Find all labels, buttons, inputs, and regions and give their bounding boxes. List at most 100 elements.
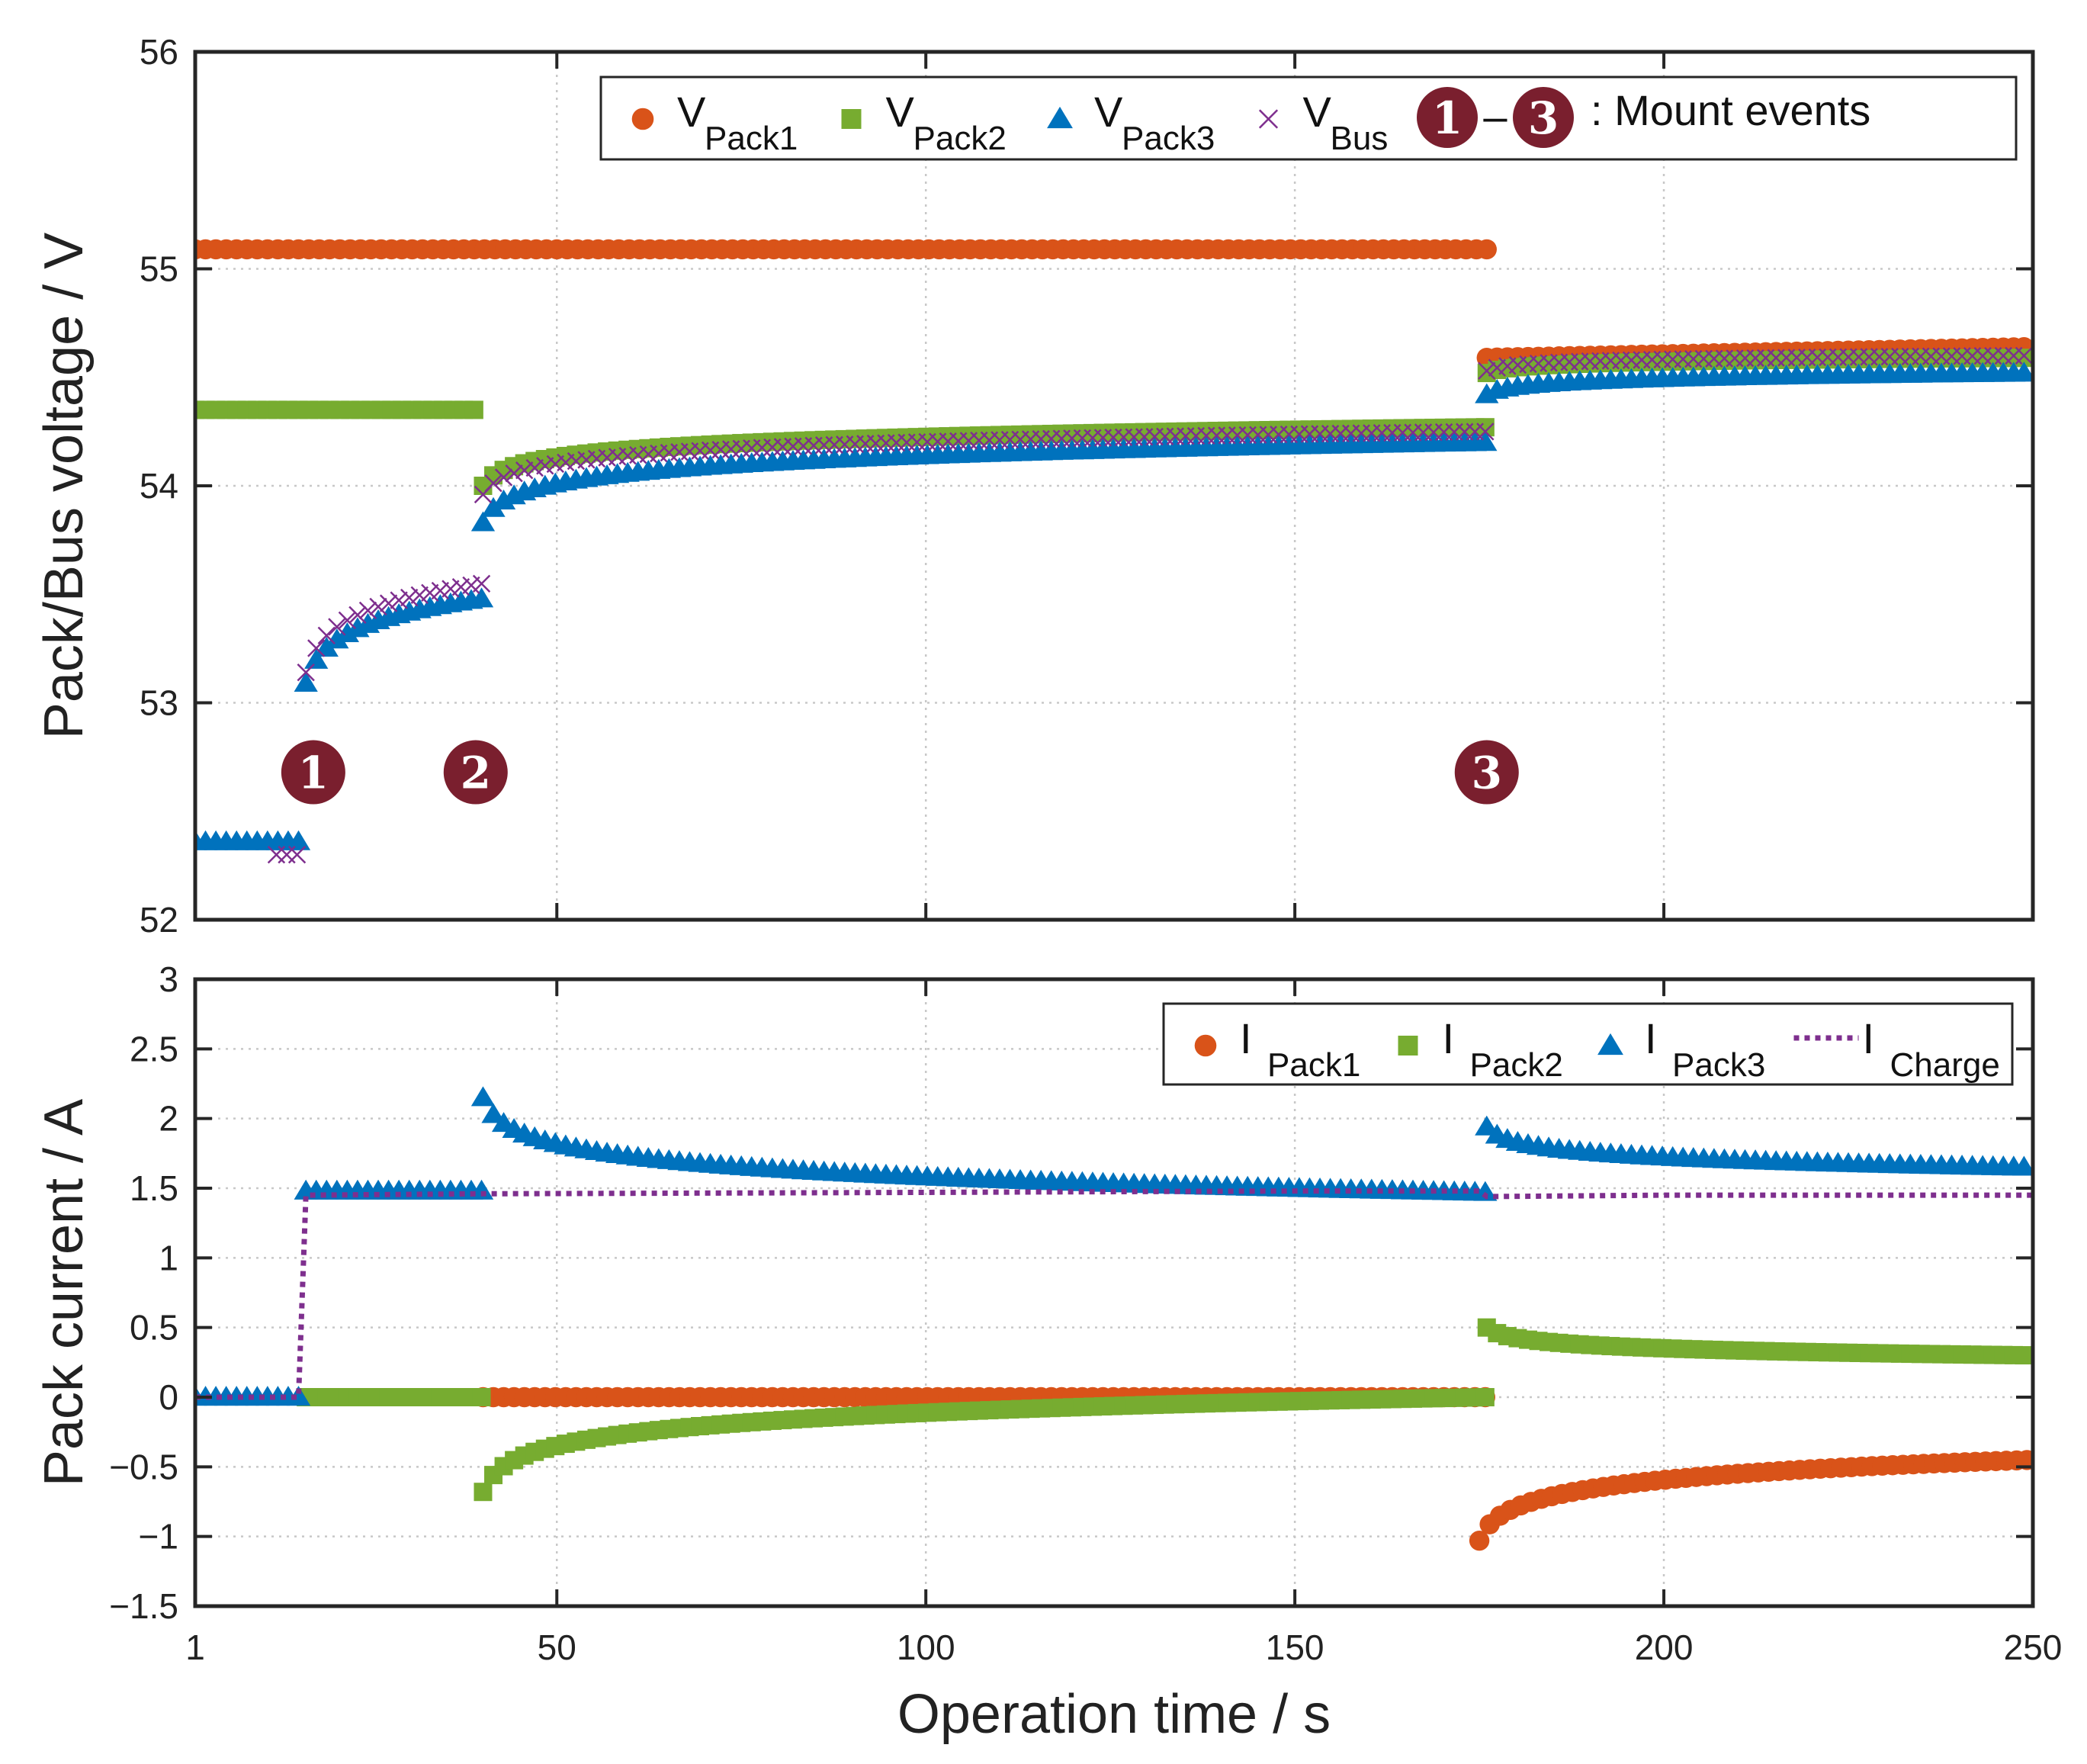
current-ytick-label: −0.5: [109, 1447, 178, 1486]
voltage-ytick-label: 54: [140, 466, 178, 506]
voltage-legend-pack2-swatch: [841, 109, 862, 129]
voltage-series-bus-point: [328, 618, 346, 636]
voltage-series-bus-point: [421, 583, 439, 602]
voltage-legend-bus-sub: Bus: [1331, 120, 1389, 157]
xtick-label: 200: [1635, 1627, 1694, 1667]
voltage-series-bus-point: [338, 611, 357, 629]
mount-event-1: 1: [281, 740, 345, 805]
voltage-ytick-label: 55: [140, 249, 178, 289]
voltage-series-bus-point: [400, 588, 419, 607]
current-legend-charge-sub: Charge: [1890, 1046, 2000, 1084]
voltage-series-pack1-point: [1476, 239, 1497, 260]
legend-event-label: 3: [1528, 92, 1559, 144]
current-legend-pack1-label: I: [1240, 1014, 1252, 1062]
legend-event-badge: [1513, 87, 1574, 148]
current-series-charge-line: [195, 1188, 2033, 1400]
current-legend-charge: I Charge: [1793, 1014, 2000, 1084]
voltage-series-bus-point: [390, 591, 408, 609]
current-series-pack1-point: [2017, 1450, 2033, 1470]
voltage-series-bus-point: [297, 663, 315, 682]
voltage-series-pack1: [195, 239, 2033, 368]
voltage-series-bus-point: [1478, 361, 1496, 380]
voltage-series-bus-point: [525, 458, 544, 477]
current-series: [195, 1086, 2033, 1551]
voltage-series-pack3: [195, 361, 2033, 850]
voltage-legend-pack2-label: V: [886, 88, 915, 136]
voltage-series-bus-point: [307, 639, 326, 657]
current-ytick-label: 1.5: [130, 1168, 178, 1208]
current-ytick-label: 0: [159, 1377, 178, 1417]
current-legend-pack3-label: I: [1645, 1014, 1657, 1062]
voltage-series-bus-point: [369, 597, 387, 616]
voltage-legend-pack3-swatch: [1047, 106, 1073, 129]
voltage-series-bus-point: [358, 601, 377, 620]
mount-event-badge: [1454, 740, 1519, 805]
current-series-pack2-point: [474, 1483, 493, 1502]
current-ytick-label: 1: [159, 1238, 178, 1277]
current-legend-pack2-label: I: [1443, 1014, 1455, 1062]
current-series-pack3-point: [1473, 1181, 1498, 1201]
current-ytick-label: 2: [159, 1099, 178, 1139]
current-legend-pack2: I Pack2: [1398, 1014, 1563, 1084]
voltage-legend-pack1-sub: Pack1: [705, 120, 798, 157]
current-legend-pack3-sub: Pack3: [1672, 1046, 1765, 1084]
voltage-series-bus-point: [348, 606, 367, 624]
mount-event-3: 3: [1454, 740, 1519, 805]
current-series-pack2-point: [1475, 1388, 1495, 1407]
current-ytick-label: 0.5: [130, 1308, 178, 1348]
legend-event-label: 1: [1432, 92, 1463, 144]
mount-event-2: 2: [443, 740, 508, 805]
voltage-legend-bus-swatch: [1258, 109, 1279, 129]
xtick-label: 1: [185, 1627, 205, 1667]
current-legend: I Pack1 I Pack2 I Pack3 I Charge: [1162, 1002, 2014, 1086]
current-ytick-label: 2.5: [130, 1029, 178, 1068]
current-series-pack3-point: [2012, 1155, 2033, 1176]
legend-mount-note: 1–3: Mount events: [1417, 86, 1870, 148]
current-series-pack3-point: [481, 1103, 506, 1123]
current-series-pack2-point: [472, 1388, 491, 1406]
voltage-series-bus-point: [317, 626, 336, 644]
voltage-series-bus: [267, 346, 2033, 864]
legend-event-badge: [1417, 87, 1478, 148]
voltage-ytick-label: 56: [140, 32, 178, 72]
voltage-series-pack3-point: [325, 628, 349, 649]
current-series-pack3-point: [1475, 1115, 1499, 1136]
voltage-legend-box: [599, 76, 2018, 161]
voltage-series-bus-point: [379, 594, 398, 612]
voltage-series-pack3-point: [1473, 431, 1498, 451]
voltage-series-pack3-point: [470, 511, 496, 532]
current-legend-pack3: I Pack3: [1597, 1014, 1765, 1084]
voltage-series-pack3-point: [294, 672, 318, 692]
voltage-series: [195, 239, 2033, 864]
voltage-series-pack3-point: [304, 648, 329, 669]
current-legend-pack1-swatch: [1194, 1034, 1217, 1057]
voltage-ytick-label: 53: [140, 683, 178, 723]
voltage-series-bus-point: [515, 461, 534, 480]
current-legend-pack3-swatch: [1597, 1033, 1623, 1056]
current-ticks: −1.5−1−0.500.511.522.531 50 100 150 200 250: [109, 959, 2062, 1667]
voltage-series-pack3-point: [286, 830, 311, 850]
mount-event-label: 2: [461, 747, 491, 799]
legend-note-text: : Mount events: [1591, 86, 1870, 134]
current-series-pack3-point: [286, 1386, 311, 1406]
voltage-series-bus-point: [472, 574, 491, 593]
current-ylabel: Pack current / A: [34, 1099, 95, 1486]
mount-event-label: 1: [298, 747, 329, 799]
voltage-series-pack3-point: [469, 587, 494, 608]
current-legend-pack1-sub: Pack1: [1267, 1046, 1360, 1084]
voltage-legend-pack3-label: V: [1094, 88, 1123, 136]
mount-event-badge: [443, 740, 508, 805]
xtick-label: 150: [1266, 1627, 1324, 1667]
voltage-legend-bus-label: V: [1303, 88, 1332, 136]
voltage-series-bus-point: [287, 845, 307, 864]
current-ytick-label: −1.5: [109, 1586, 178, 1626]
mount-events: 1 2 3: [281, 740, 1519, 805]
current-legend-pack2-sub: Pack2: [1470, 1046, 1563, 1084]
voltage-series-bus-point: [505, 464, 523, 483]
current-legend-pack2-swatch: [1398, 1036, 1418, 1056]
